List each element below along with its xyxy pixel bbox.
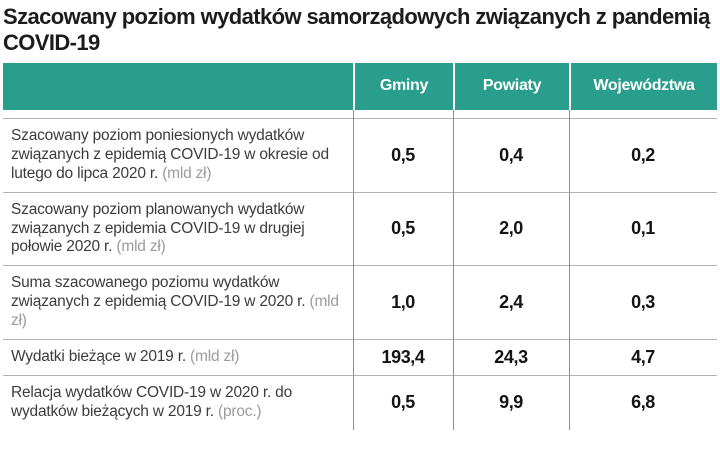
cell-value: 1,0 <box>391 292 415 313</box>
row-label: Szacowany poziom planowanych wydatków zw… <box>3 193 353 266</box>
cell-value: 0,1 <box>631 218 655 239</box>
cell-value: 4,7 <box>631 347 655 368</box>
row-label-text: Szacowany poziom poniesionych wydatków z… <box>11 126 329 182</box>
cell-value: 6,8 <box>631 392 655 413</box>
cell-value: 0,4 <box>499 144 523 165</box>
table-row: Wydatki bieżące w 2019 r. (mld zł) 193,4… <box>3 339 717 375</box>
cell-value: 2,0 <box>499 218 523 239</box>
cell-value: 2,4 <box>499 292 523 313</box>
cell-value: 0,2 <box>631 144 655 165</box>
row-unit: (mld zł) <box>116 238 166 256</box>
column-header-powiaty: Powiaty <box>453 62 569 110</box>
column-header-gminy: Gminy <box>353 62 453 110</box>
column-divider <box>453 109 454 430</box>
cell-value: 193,4 <box>381 347 425 368</box>
row-label: Wydatki bieżące w 2019 r. (mld zł) <box>3 340 353 375</box>
table-header-row: Gminy Powiaty Województwa <box>3 62 717 110</box>
cell-value: 9,9 <box>499 392 523 413</box>
row-unit: (mld zł) <box>162 164 212 182</box>
table-row: Relacja wydatków COVID-19 w 2020 r. do w… <box>3 374 717 430</box>
covid-expenses-table: Gminy Powiaty Województwa Szacowany pozi… <box>3 62 717 430</box>
cell-value: 0,5 <box>391 144 415 165</box>
row-label-text: Suma szacowanego poziomu wydatków związa… <box>11 274 306 311</box>
table-body: Szacowany poziom poniesionych wydatków z… <box>3 109 717 430</box>
cell-value: 0,5 <box>391 218 415 239</box>
column-divider <box>353 109 354 430</box>
row-label: Relacja wydatków COVID-19 w 2020 r. do w… <box>3 376 353 430</box>
row-label-text: Relacja wydatków COVID-19 w 2020 r. do w… <box>11 383 293 420</box>
page-title: Szacowany poziom wydatków samorządowych … <box>3 4 710 55</box>
cell-value: 0,5 <box>391 392 415 413</box>
row-label: Szacowany poziom poniesionych wydatków z… <box>3 119 353 192</box>
column-divider <box>569 109 570 430</box>
row-unit: (mld zł) <box>11 293 339 330</box>
row-label: Suma szacowanego poziomu wydatków związa… <box>3 266 353 339</box>
table-row: Szacowany poziom poniesionych wydatków z… <box>3 117 717 192</box>
row-unit: (proc.) <box>218 402 262 420</box>
row-unit: (mld zł) <box>190 348 240 366</box>
row-label-text: Szacowany poziom planowanych wydatków zw… <box>11 200 305 256</box>
cell-value: 0,3 <box>631 292 655 313</box>
table-row: Suma szacowanego poziomu wydatków związa… <box>3 265 717 339</box>
cell-value: 24,3 <box>494 347 528 368</box>
column-header-wojewodztwa: Województwa <box>569 62 717 110</box>
table-row: Szacowany poziom planowanych wydatków zw… <box>3 191 717 266</box>
row-label-text: Wydatki bieżące w 2019 r. <box>11 348 186 366</box>
header-corner-cell <box>3 62 353 110</box>
